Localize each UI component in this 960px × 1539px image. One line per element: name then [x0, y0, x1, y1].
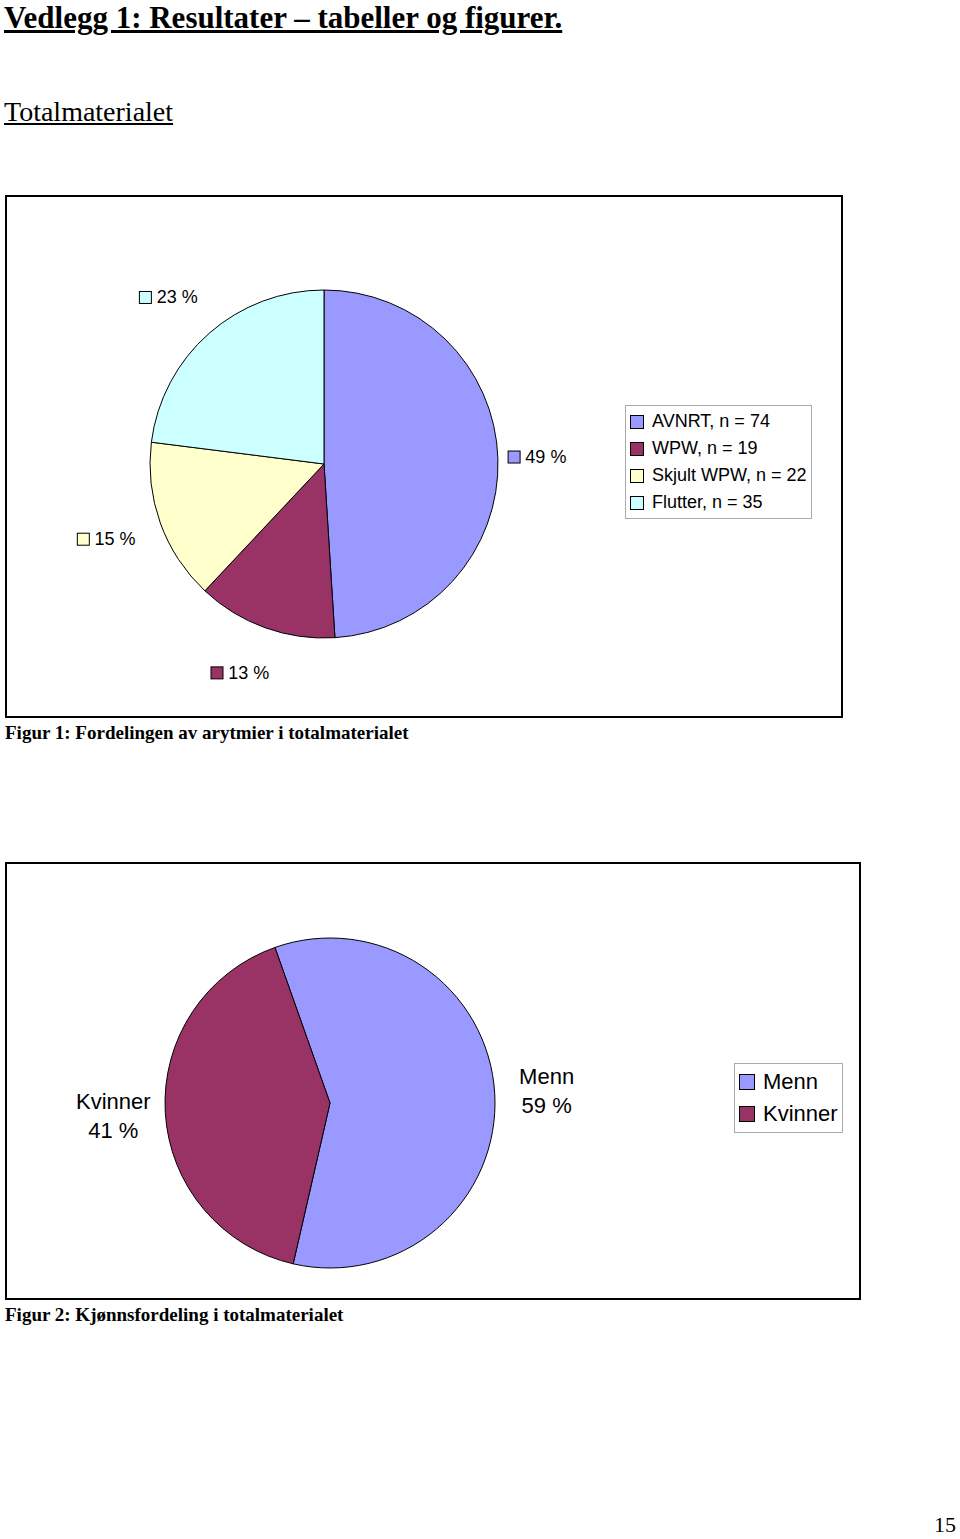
html-text:Skjult WPW, n = 22: Skjult WPW, n = 22 — [652, 465, 807, 485]
svg-text:Menn59 %: Menn59 % — [519, 1063, 574, 1118]
svg-text:15 %: 15 % — [95, 529, 136, 549]
html-text:Menn: Menn — [763, 1069, 818, 1094]
html-text:Flutter, n = 35: Flutter, n = 35 — [652, 492, 763, 512]
html-text:AVNRT, n = 74: AVNRT, n = 74 — [652, 411, 770, 431]
svg-text:Kvinner41 %: Kvinner41 % — [76, 1088, 151, 1143]
html-text:15: 15 — [934, 1512, 956, 1537]
html-text:Kvinner: Kvinner — [763, 1101, 838, 1126]
html-text:Figur 1: Fordelingen av arytmi: Figur 1: Fordelingen av arytmier i total… — [5, 722, 409, 743]
html-text:Figur 2: Kjønnsfordeling i tot: Figur 2: Kjønnsfordeling i totalmaterial… — [5, 1304, 344, 1325]
html-text:Totalmaterialet: Totalmaterialet — [4, 96, 174, 127]
svg-text:49 %: 49 % — [525, 447, 566, 467]
html-text:Vedlegg 1: Resultater – tabell: Vedlegg 1: Resultater – tabeller og figu… — [4, 0, 563, 35]
html-text:WPW, n = 19: WPW, n = 19 — [652, 438, 758, 458]
svg-text:13 %: 13 % — [228, 663, 269, 683]
svg-text:23 %: 23 % — [157, 287, 198, 307]
